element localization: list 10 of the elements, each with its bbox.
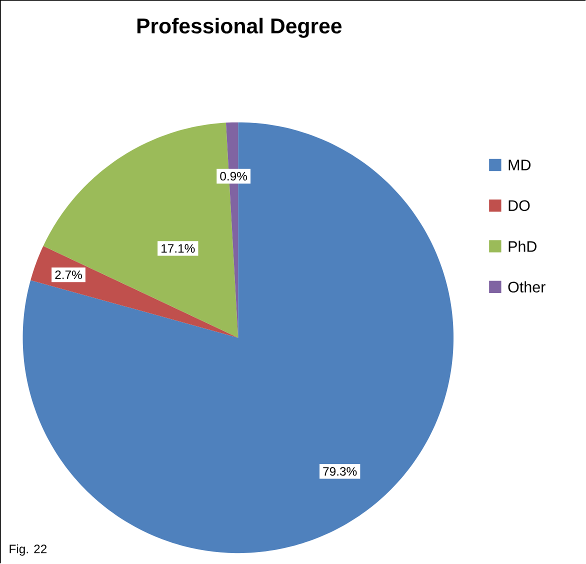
data-label: 0.9% (220, 172, 248, 181)
chart-title: Professional Degree (137, 18, 342, 38)
data-label: 17.1% (162, 244, 195, 253)
data-label: 2.7% (55, 270, 82, 280)
legend-label: PhD (508, 240, 536, 252)
data-label: 79.3% (323, 467, 357, 476)
caption: Fig. 22 (10, 544, 47, 556)
legend-label: DO (508, 200, 530, 212)
legend-label: Other (508, 281, 546, 293)
legend-label: MD (508, 160, 531, 170)
